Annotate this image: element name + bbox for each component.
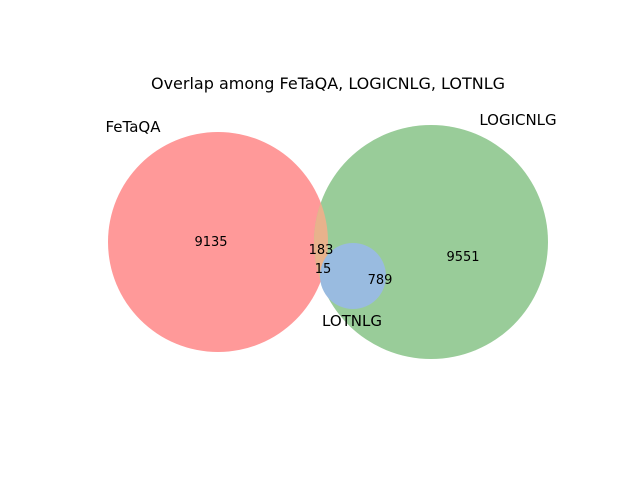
count-fetaqa-only: 9135	[194, 235, 227, 250]
set-label-lotnlg: LOTNLG	[322, 312, 382, 330]
count-logicnlg-only: 9551	[446, 250, 479, 265]
count-fetaqa-logicnlg: 183	[309, 243, 334, 258]
count-logicnlg-lotnlg: 789	[368, 273, 393, 288]
count-all-three: 15	[315, 262, 332, 277]
set-label-logicnlg: LOGICNLG	[479, 111, 556, 129]
figure-title: Overlap among FeTaQA, LOGICNLG, LOTNLG	[151, 74, 505, 93]
set-circle-lotnlg	[320, 243, 386, 309]
set-label-fetaqa: FeTaQA	[106, 118, 162, 136]
set-circle-fetaqa	[108, 132, 328, 352]
